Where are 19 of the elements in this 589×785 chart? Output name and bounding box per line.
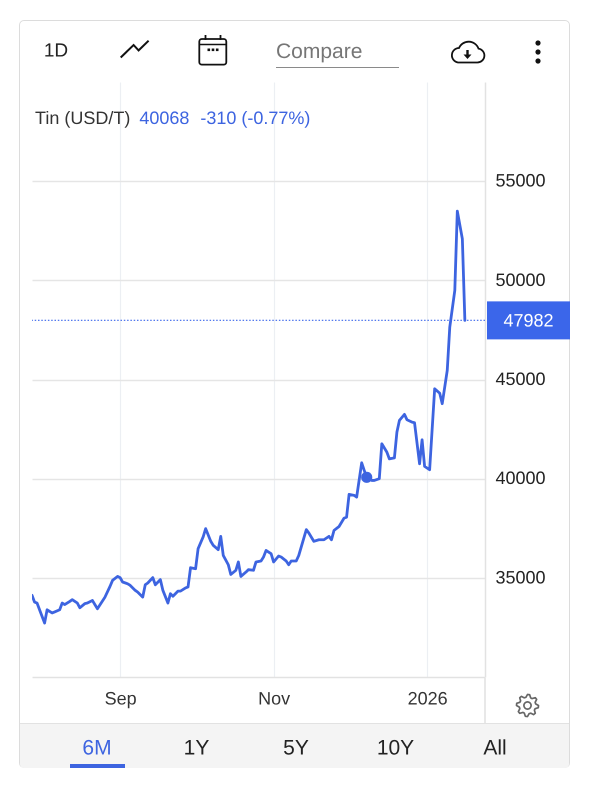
- button-label: 1D: [44, 42, 68, 60]
- y-tick-label: 45000: [496, 369, 546, 389]
- tab-label: All: [483, 738, 507, 758]
- text: Tin (USD/T): [35, 108, 130, 128]
- x-tick-label: Nov: [258, 688, 290, 708]
- tab-label: 5Y: [283, 738, 309, 758]
- x-tick-label: 2026: [408, 688, 448, 708]
- annotation: 40068: [139, 108, 190, 128]
- y-tick-label: 35000: [496, 567, 546, 588]
- ref-line-label: 47982: [503, 310, 554, 330]
- tab-label: 1Y: [184, 738, 210, 758]
- y-tick-label: 55000: [496, 170, 546, 191]
- y-tick-label: 40000: [496, 468, 546, 488]
- annotation: -310 (-0.77%): [200, 108, 310, 128]
- compare-field: Compare: [276, 34, 399, 68]
- x-tick-label: Sep: [104, 688, 137, 708]
- tab-label: 10Y: [376, 738, 414, 758]
- y-tick-label: 50000: [496, 270, 546, 290]
- tab-label: 6M: [82, 738, 112, 758]
